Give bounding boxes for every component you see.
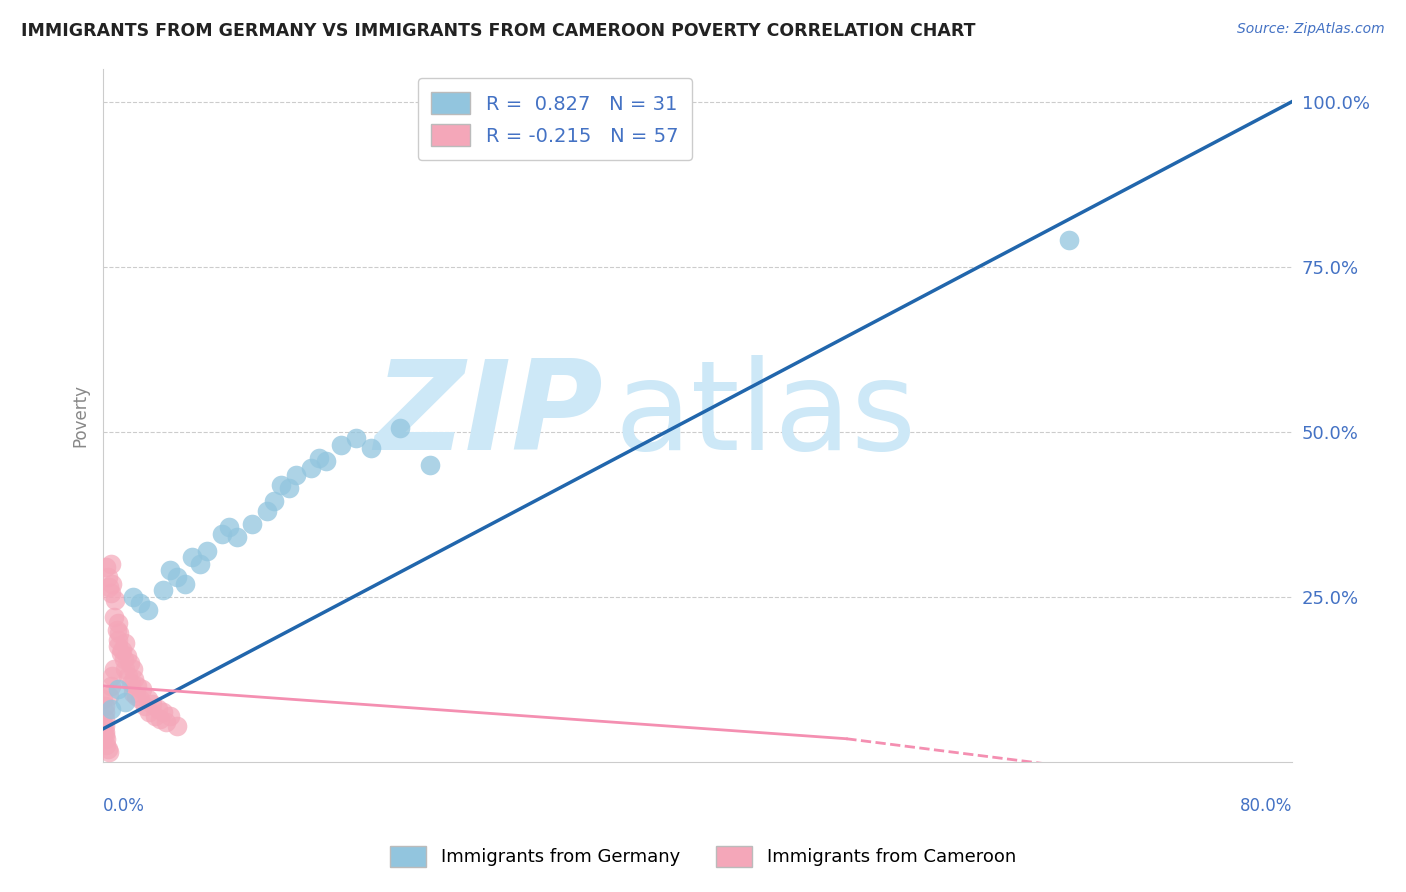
Point xyxy=(93,718,115,732)
Point xyxy=(121,590,143,604)
Point xyxy=(94,739,117,753)
Point xyxy=(125,689,148,703)
Text: 80.0%: 80.0% xyxy=(1240,797,1292,814)
Point xyxy=(195,543,218,558)
Point xyxy=(240,517,263,532)
Point xyxy=(93,698,115,713)
Point xyxy=(181,550,204,565)
Point xyxy=(1057,233,1080,247)
Point xyxy=(117,669,139,683)
Point xyxy=(110,646,132,660)
Text: IMMIGRANTS FROM GERMANY VS IMMIGRANTS FROM CAMEROON POVERTY CORRELATION CHART: IMMIGRANTS FROM GERMANY VS IMMIGRANTS FR… xyxy=(21,22,976,40)
Point xyxy=(107,640,129,654)
Point xyxy=(143,708,166,723)
Point xyxy=(389,421,412,435)
Point xyxy=(97,741,120,756)
Text: ZIP: ZIP xyxy=(374,355,603,475)
Y-axis label: Poverty: Poverty xyxy=(72,384,89,447)
Point xyxy=(93,728,115,742)
Legend: R =  0.827   N = 31, R = -0.215   N = 57: R = 0.827 N = 31, R = -0.215 N = 57 xyxy=(418,78,692,160)
Point xyxy=(127,679,149,693)
Point xyxy=(188,557,211,571)
Point xyxy=(134,698,156,713)
Point xyxy=(141,697,163,711)
Point xyxy=(129,596,152,610)
Point xyxy=(98,689,121,703)
Point xyxy=(101,576,124,591)
Point xyxy=(129,692,152,706)
Point xyxy=(112,652,135,666)
Point xyxy=(419,458,441,472)
Point xyxy=(344,431,367,445)
Point xyxy=(93,712,115,726)
Point xyxy=(94,560,117,574)
Point xyxy=(131,682,153,697)
Point xyxy=(107,616,129,631)
Point xyxy=(166,718,188,732)
Point xyxy=(211,527,233,541)
Point xyxy=(152,583,174,598)
Point xyxy=(100,702,122,716)
Point xyxy=(91,718,114,732)
Point xyxy=(225,530,247,544)
Point xyxy=(136,692,159,706)
Point xyxy=(159,708,181,723)
Point xyxy=(107,632,129,647)
Point xyxy=(308,451,330,466)
Point xyxy=(107,682,129,697)
Point xyxy=(146,702,169,716)
Point xyxy=(93,725,115,739)
Point xyxy=(299,461,322,475)
Point xyxy=(100,586,122,600)
Point xyxy=(152,706,174,720)
Point xyxy=(149,712,172,726)
Point xyxy=(114,636,136,650)
Point xyxy=(173,576,195,591)
Point xyxy=(285,467,308,482)
Point xyxy=(256,504,278,518)
Point xyxy=(121,662,143,676)
Point xyxy=(121,685,143,699)
Point xyxy=(111,642,134,657)
Point xyxy=(159,563,181,577)
Point xyxy=(97,570,120,584)
Point xyxy=(105,623,128,637)
Point xyxy=(101,669,124,683)
Point xyxy=(120,675,142,690)
Point xyxy=(270,477,292,491)
Point xyxy=(115,649,138,664)
Point xyxy=(104,593,127,607)
Point xyxy=(114,662,136,676)
Point xyxy=(315,454,337,468)
Point xyxy=(118,656,141,670)
Text: 0.0%: 0.0% xyxy=(103,797,145,814)
Point xyxy=(218,520,240,534)
Text: Source: ZipAtlas.com: Source: ZipAtlas.com xyxy=(1237,22,1385,37)
Point xyxy=(91,692,114,706)
Point xyxy=(263,494,285,508)
Point xyxy=(138,706,160,720)
Point xyxy=(108,626,131,640)
Point xyxy=(94,731,117,746)
Point xyxy=(100,557,122,571)
Point xyxy=(166,570,188,584)
Point xyxy=(136,603,159,617)
Legend: Immigrants from Germany, Immigrants from Cameroon: Immigrants from Germany, Immigrants from… xyxy=(382,838,1024,874)
Point xyxy=(103,609,125,624)
Point xyxy=(100,679,122,693)
Point xyxy=(114,695,136,709)
Point xyxy=(93,706,115,720)
Point xyxy=(124,673,146,687)
Point xyxy=(103,662,125,676)
Point xyxy=(155,715,177,730)
Point xyxy=(98,580,121,594)
Point xyxy=(277,481,299,495)
Point xyxy=(329,438,352,452)
Point xyxy=(98,745,121,759)
Point xyxy=(360,441,382,455)
Point xyxy=(91,725,114,739)
Text: atlas: atlas xyxy=(614,355,917,475)
